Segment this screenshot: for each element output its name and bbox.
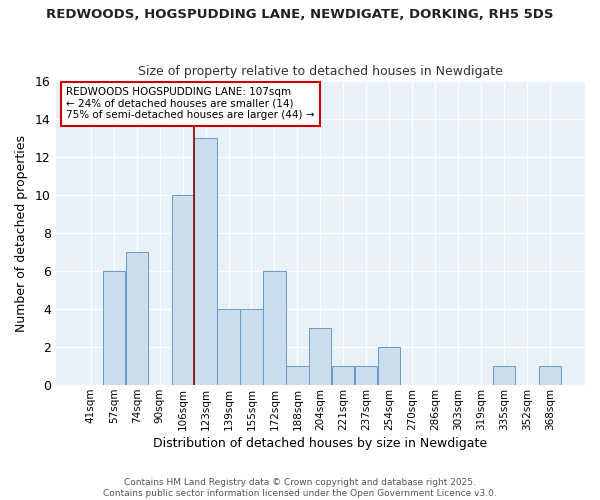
- Bar: [309, 328, 331, 385]
- X-axis label: Distribution of detached houses by size in Newdigate: Distribution of detached houses by size …: [153, 437, 487, 450]
- Bar: [103, 271, 125, 385]
- Bar: [125, 252, 148, 385]
- Bar: [493, 366, 515, 385]
- Bar: [217, 309, 239, 385]
- Bar: [355, 366, 377, 385]
- Bar: [241, 309, 263, 385]
- Text: Contains HM Land Registry data © Crown copyright and database right 2025.
Contai: Contains HM Land Registry data © Crown c…: [103, 478, 497, 498]
- Text: REDWOODS HOGSPUDDING LANE: 107sqm
← 24% of detached houses are smaller (14)
75% : REDWOODS HOGSPUDDING LANE: 107sqm ← 24% …: [66, 87, 315, 120]
- Title: Size of property relative to detached houses in Newdigate: Size of property relative to detached ho…: [138, 66, 503, 78]
- Bar: [172, 195, 194, 385]
- Bar: [332, 366, 355, 385]
- Y-axis label: Number of detached properties: Number of detached properties: [15, 134, 28, 332]
- Bar: [263, 271, 286, 385]
- Bar: [194, 138, 217, 385]
- Text: REDWOODS, HOGSPUDDING LANE, NEWDIGATE, DORKING, RH5 5DS: REDWOODS, HOGSPUDDING LANE, NEWDIGATE, D…: [46, 8, 554, 20]
- Bar: [286, 366, 308, 385]
- Bar: [378, 347, 400, 385]
- Bar: [539, 366, 561, 385]
